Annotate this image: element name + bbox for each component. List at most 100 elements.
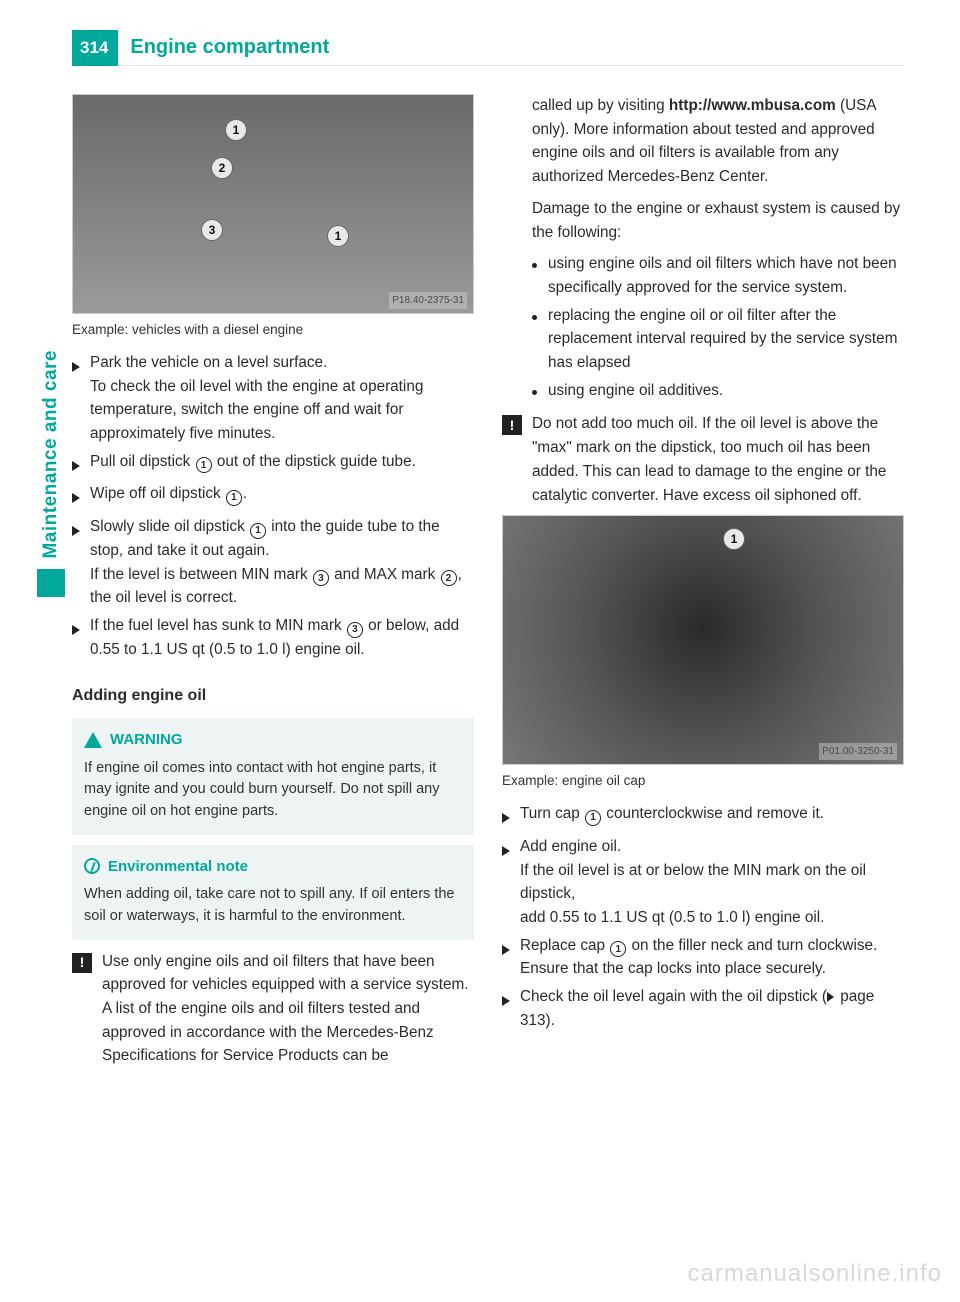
info-body: Do not add too much oil. If the oil leve… <box>532 412 904 507</box>
bullet-text: replacing the engine oil or oil filter a… <box>548 304 904 375</box>
info-block: ! Do not add too much oil. If the oil le… <box>502 412 904 507</box>
bullet-text: using engine oil additives. <box>548 379 904 403</box>
figure-marker: 1 <box>327 225 349 247</box>
step-text: counterclockwise and remove it. <box>602 805 824 822</box>
step-text: . <box>243 485 247 502</box>
step-text: Check the oil level again with the oil d… <box>520 988 827 1005</box>
step-text: Pull oil dipstick <box>90 453 195 470</box>
step-body: Check the oil level again with the oil d… <box>520 985 904 1032</box>
page-header: 314 Engine compartment <box>72 30 904 66</box>
paragraph: called up by visiting http://www.mbusa.c… <box>502 94 904 189</box>
paragraph: Damage to the engine or exhaust system i… <box>502 197 904 244</box>
figure-ref: P18.40-2375-31 <box>389 292 467 310</box>
subheading: Adding engine oil <box>72 684 474 709</box>
step-cont: To check the oil level with the engine a… <box>90 375 474 446</box>
figure-caption: Example: engine oil cap <box>502 771 904 792</box>
ref-circle: 1 <box>226 490 242 506</box>
page-ref-icon <box>827 992 834 1002</box>
info-body: Use only engine oils and oil filters tha… <box>102 950 474 1069</box>
url-text: http://www.mbusa.com <box>669 97 836 114</box>
bullet-dot-icon <box>532 304 548 375</box>
bullet-dot-icon <box>532 379 548 403</box>
step-body: If the fuel level has sunk to MIN mark 3… <box>90 614 474 661</box>
right-column: called up by visiting http://www.mbusa.c… <box>502 94 904 1076</box>
step-text: Add engine oil. <box>520 838 621 855</box>
ref-circle: 3 <box>313 570 329 586</box>
warning-body: If engine oil comes into contact with ho… <box>84 758 462 823</box>
figure-ref: P01.00-3250-31 <box>819 743 897 761</box>
instruction-step: If the fuel level has sunk to MIN mark 3… <box>72 614 474 661</box>
step-marker-icon <box>502 802 520 831</box>
figure-marker: 1 <box>723 528 745 550</box>
info-block: ! Use only engine oils and oil filters t… <box>72 950 474 1069</box>
step-body: Turn cap 1 counterclockwise and remove i… <box>520 802 904 831</box>
step-text: on the filler neck and turn clockwise. <box>627 937 877 954</box>
ref-circle: 3 <box>347 622 363 638</box>
step-marker-icon <box>72 450 90 479</box>
ref-circle: 1 <box>250 523 266 539</box>
step-body: Replace cap 1 on the filler neck and tur… <box>520 934 904 981</box>
step-text: If the level is between MIN mark <box>90 566 312 583</box>
ref-circle: 1 <box>585 810 601 826</box>
info-icon: ! <box>502 415 522 435</box>
environmental-note-box: Environmental note When adding oil, take… <box>72 845 474 940</box>
warning-icon <box>84 732 102 748</box>
info-icon: ! <box>72 953 92 973</box>
step-marker-icon <box>72 351 90 446</box>
instruction-step: Check the oil level again with the oil d… <box>502 985 904 1032</box>
figure-marker: 3 <box>201 219 223 241</box>
warning-title: WARNING <box>110 728 183 751</box>
page-container: 314 Engine compartment Maintenance and c… <box>0 0 960 1106</box>
instruction-step: Replace cap 1 on the filler neck and tur… <box>502 934 904 981</box>
side-tab: Maintenance and care <box>36 350 66 597</box>
figure-oil-cap: 1 P01.00-3250-31 <box>502 515 904 765</box>
instruction-step: Park the vehicle on a level surface. To … <box>72 351 474 446</box>
section-title: Engine compartment <box>118 30 904 66</box>
bullet-list: using engine oils and oil filters which … <box>502 252 904 402</box>
watermark: carmanualsonline.info <box>688 1260 942 1288</box>
env-head: Environmental note <box>84 855 462 878</box>
step-body: Slowly slide oil dipstick 1 into the gui… <box>90 515 474 610</box>
text: called up by visiting <box>532 97 669 114</box>
step-marker-icon <box>72 482 90 511</box>
side-tab-block <box>37 569 65 597</box>
instruction-step: Slowly slide oil dipstick 1 into the gui… <box>72 515 474 610</box>
step-cont: Ensure that the cap locks into place sec… <box>520 957 904 981</box>
step-body: Wipe off oil dipstick 1. <box>90 482 474 511</box>
step-marker-icon <box>502 985 520 1032</box>
step-marker-icon <box>502 835 520 930</box>
ref-circle: 2 <box>441 570 457 586</box>
step-body: Pull oil dipstick 1 out of the dipstick … <box>90 450 474 479</box>
env-body: When adding oil, take care not to spill … <box>84 884 462 928</box>
step-text: Park the vehicle on a level surface. <box>90 354 327 371</box>
warning-box: WARNING If engine oil comes into contact… <box>72 718 474 835</box>
content-columns: 1 2 3 1 P18.40-2375-31 Example: vehicles… <box>72 94 904 1076</box>
instruction-step: Add engine oil. If the oil level is at o… <box>502 835 904 930</box>
page-number: 314 <box>72 30 118 66</box>
step-marker-icon <box>72 614 90 661</box>
bullet-item: replacing the engine oil or oil filter a… <box>532 304 904 375</box>
bullet-text: using engine oils and oil filters which … <box>548 252 904 299</box>
env-title: Environmental note <box>108 855 248 878</box>
figure-marker: 1 <box>225 119 247 141</box>
step-text: Replace cap <box>520 937 609 954</box>
ref-circle: 1 <box>610 941 626 957</box>
step-cont: If the level is between MIN mark 3 and M… <box>90 563 474 610</box>
step-text: Wipe off oil dipstick <box>90 485 225 502</box>
step-body: Add engine oil. If the oil level is at o… <box>520 835 904 930</box>
step-body: Park the vehicle on a level surface. To … <box>90 351 474 446</box>
figure-caption: Example: vehicles with a diesel engine <box>72 320 474 341</box>
step-marker-icon <box>502 934 520 981</box>
instruction-step: Turn cap 1 counterclockwise and remove i… <box>502 802 904 831</box>
bullet-item: using engine oils and oil filters which … <box>532 252 904 299</box>
figure-marker: 2 <box>211 157 233 179</box>
instruction-step: Wipe off oil dipstick 1. <box>72 482 474 511</box>
warning-head: WARNING <box>84 728 462 751</box>
leaf-icon <box>84 858 100 874</box>
step-text: Turn cap <box>520 805 584 822</box>
bullet-item: using engine oil additives. <box>532 379 904 403</box>
step-text: If the fuel level has sunk to MIN mark <box>90 617 346 634</box>
bullet-dot-icon <box>532 252 548 299</box>
step-marker-icon <box>72 515 90 610</box>
side-tab-label: Maintenance and care <box>40 350 62 559</box>
